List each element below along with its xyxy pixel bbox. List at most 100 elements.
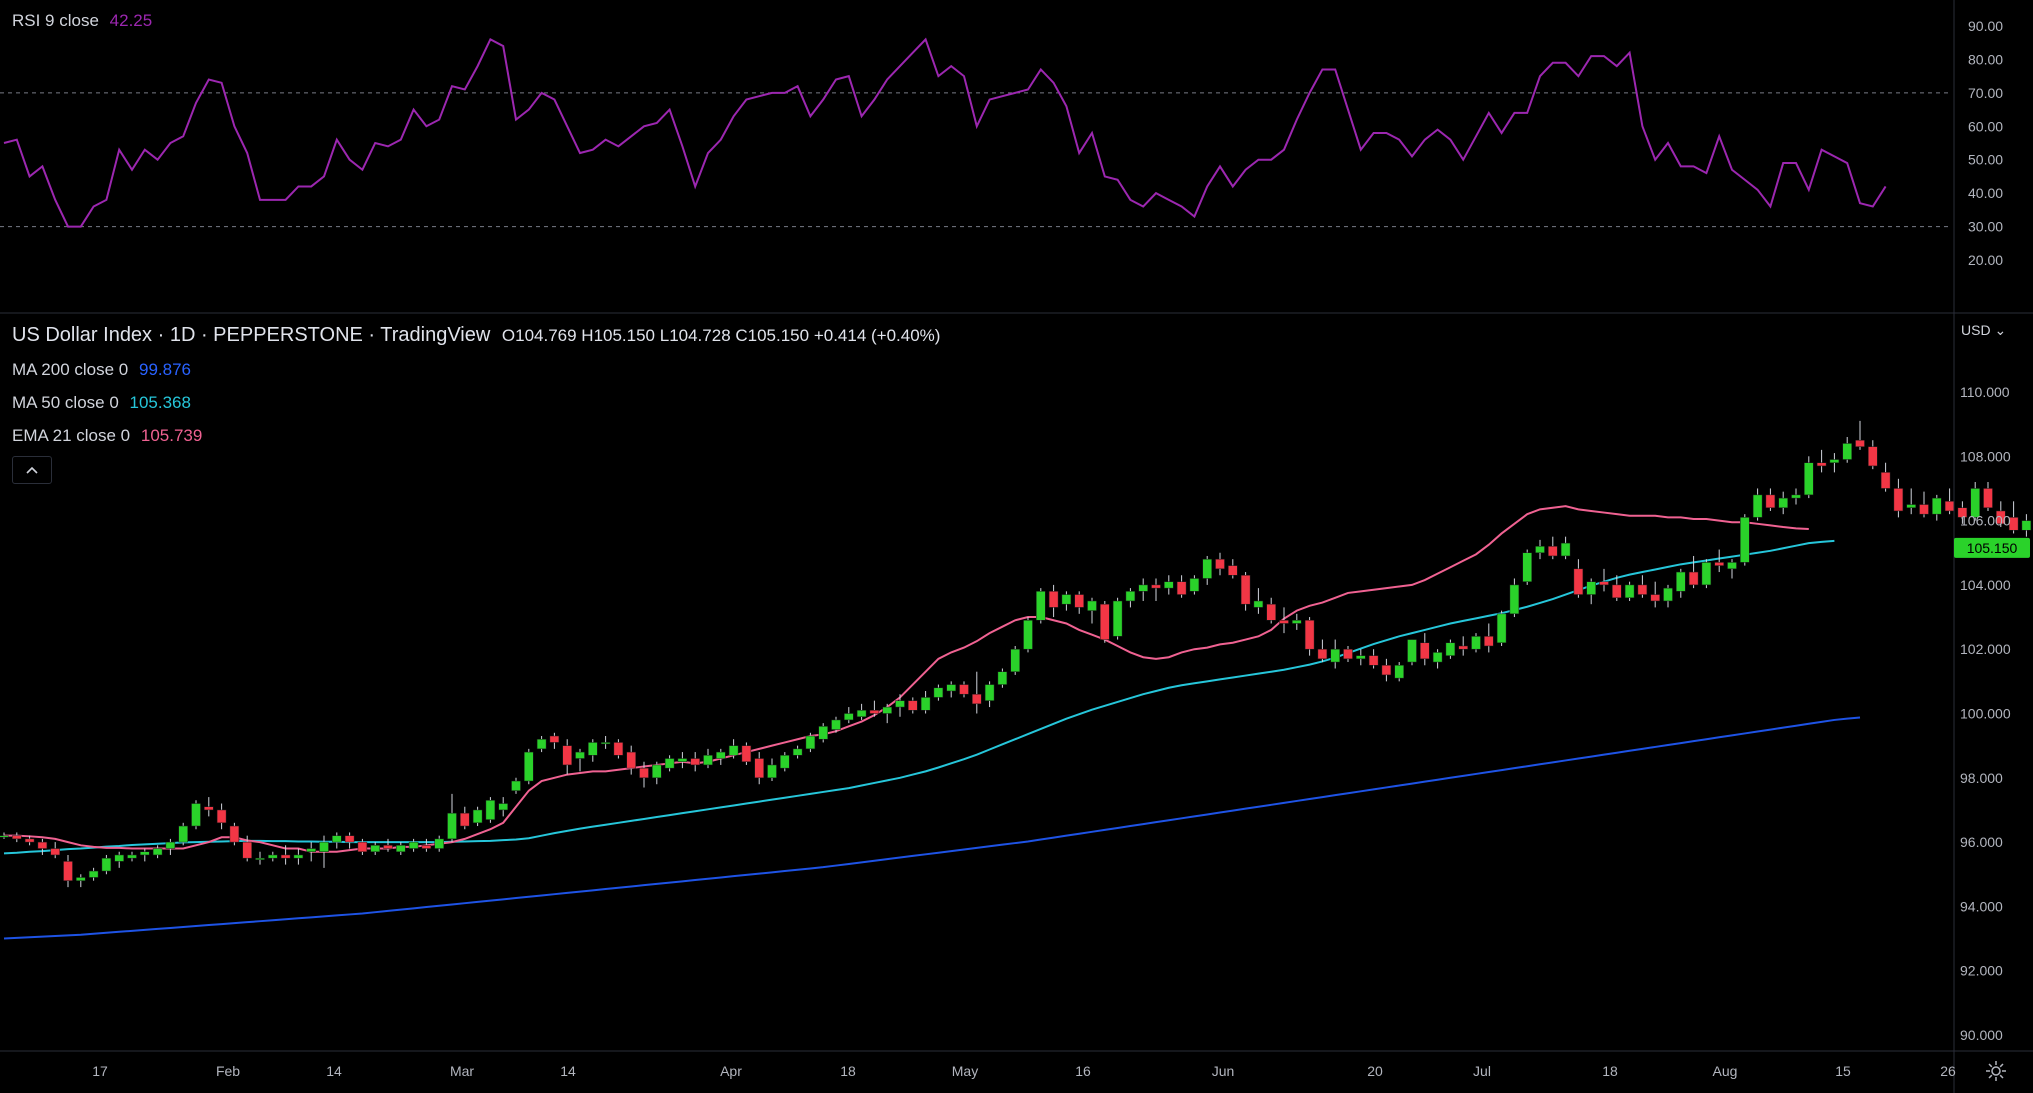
candle-body — [933, 687, 944, 698]
candle — [575, 748, 585, 772]
candle-body — [1919, 504, 1929, 515]
candle — [626, 745, 636, 775]
candle — [1573, 559, 1584, 598]
candle — [997, 668, 1008, 688]
price-pane — [0, 420, 2032, 940]
candle — [1317, 639, 1328, 663]
candle-body — [140, 851, 150, 856]
candle — [600, 736, 611, 749]
price-tick-label: 104.000 — [1960, 577, 2011, 593]
candle-body — [1573, 568, 1584, 595]
candle-body — [37, 841, 48, 849]
candle-body — [1842, 443, 1852, 460]
time-tick-label: Aug — [1713, 1063, 1738, 1079]
time-tick-label: 18 — [840, 1063, 856, 1079]
candle-body — [101, 857, 112, 872]
candle-body — [1164, 581, 1174, 589]
rsi-legend-label: RSI 9 close — [12, 11, 99, 30]
candle — [178, 822, 188, 846]
symbol-title: US Dollar Index · 1D · PEPPERSTONE · Tra… — [12, 324, 491, 346]
currency-selector[interactable]: USD ⌄ — [1961, 322, 2007, 338]
candle-body — [818, 726, 828, 740]
candle — [1061, 591, 1072, 611]
candle — [1394, 662, 1404, 682]
candle-body — [1791, 494, 1801, 499]
candle — [1548, 536, 1558, 560]
candle — [882, 703, 892, 724]
candle — [690, 752, 700, 772]
candle-body — [767, 764, 777, 779]
candle-body — [1074, 594, 1084, 608]
candle — [1983, 482, 1993, 511]
candle-body — [280, 854, 291, 859]
candle — [498, 797, 508, 817]
candle — [434, 835, 444, 852]
candle — [1522, 549, 1532, 585]
candle — [472, 806, 483, 827]
candle — [1919, 491, 1929, 518]
candle-body — [1893, 488, 1904, 512]
candle — [908, 697, 918, 714]
candle — [652, 761, 662, 785]
candle-body — [1023, 620, 1033, 650]
candle — [396, 842, 406, 855]
candle — [728, 739, 739, 759]
candle — [140, 848, 150, 862]
time-tick-label: 26 — [1940, 1063, 1956, 1079]
gear-icon[interactable] — [1985, 1060, 2007, 1082]
candle-body — [1740, 517, 1750, 563]
candle-body — [1535, 546, 1545, 554]
candle-body — [1855, 439, 1865, 447]
candle-body — [12, 835, 22, 840]
candle-body — [229, 825, 240, 843]
indicator-legend-ema21: EMA 21 close 0 105.739 — [12, 426, 208, 446]
candle — [767, 758, 777, 782]
collapse-legend-button[interactable] — [12, 456, 52, 484]
candle — [1036, 588, 1046, 624]
candle-body — [2021, 520, 2032, 531]
candle — [1816, 449, 1827, 473]
candle-body — [88, 870, 99, 878]
candle — [588, 739, 598, 762]
candle — [204, 797, 214, 817]
candle — [511, 777, 521, 794]
candle-body — [908, 700, 918, 711]
candle — [1650, 581, 1660, 608]
candle-body — [972, 693, 982, 705]
candle — [1176, 575, 1187, 598]
candle-body — [1983, 488, 1993, 508]
candle-body — [1868, 446, 1878, 467]
candle — [741, 742, 752, 765]
candle-body — [1484, 636, 1494, 647]
time-tick-label: May — [952, 1063, 978, 1079]
candle — [1752, 488, 1763, 521]
candle — [24, 835, 35, 846]
rsi-tick-label: 20.00 — [1968, 252, 2003, 268]
candle — [293, 848, 304, 865]
candle — [1535, 539, 1545, 560]
candle-body — [396, 845, 406, 852]
indicator-legend-ma200: MA 200 close 0 99.876 — [12, 360, 197, 380]
candle — [2008, 501, 2019, 534]
candle — [1829, 453, 1840, 473]
candle-body — [575, 751, 585, 759]
candle — [1253, 588, 1264, 614]
candle — [1292, 613, 1302, 630]
candle-body — [1932, 497, 1942, 515]
candle — [1624, 581, 1635, 601]
candle-body — [524, 751, 534, 782]
candle-body — [1816, 462, 1827, 467]
candle-body — [1266, 603, 1276, 621]
chevron-up-icon — [25, 462, 39, 478]
rsi-tick-label: 50.00 — [1968, 152, 2003, 168]
ema21-line — [4, 505, 1809, 853]
candle — [1471, 633, 1481, 653]
candle — [88, 867, 99, 881]
candle — [1087, 597, 1097, 624]
candle — [780, 752, 790, 772]
candle-body — [1509, 584, 1520, 615]
candle-body — [434, 838, 444, 849]
candle-body — [421, 845, 432, 849]
candle-body — [1586, 581, 1596, 595]
